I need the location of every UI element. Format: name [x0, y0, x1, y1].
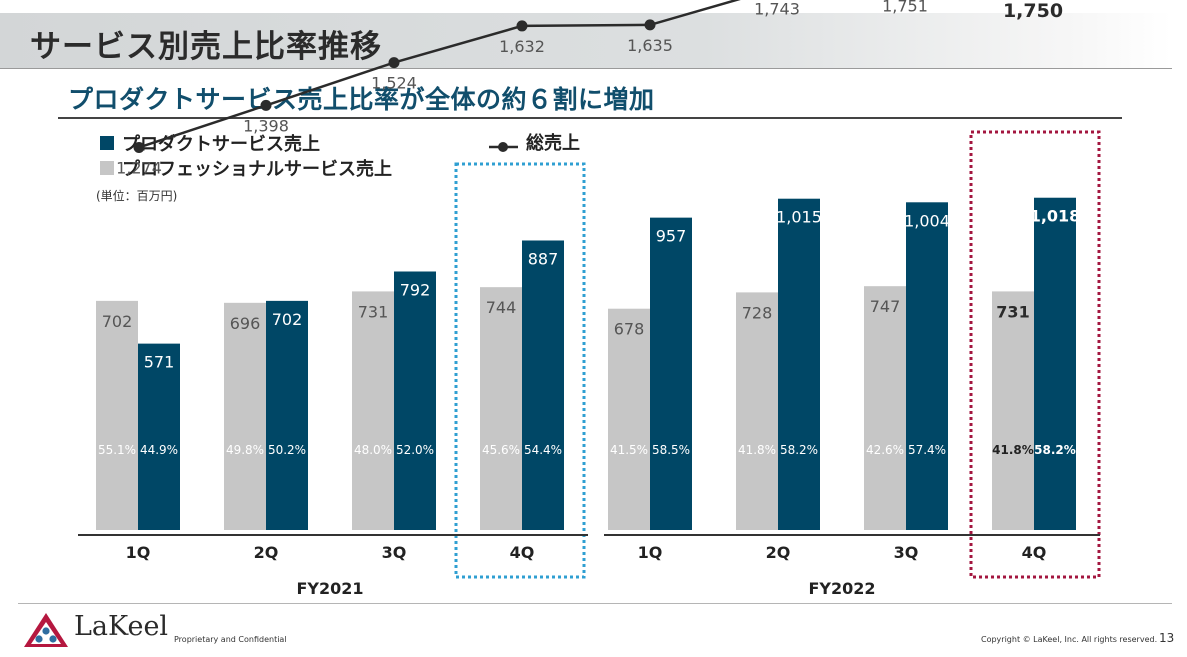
bar-value-professional: 731	[358, 302, 389, 321]
copyright-note: Copyright © LaKeel, Inc. All rights rese…	[981, 635, 1158, 644]
unit-label: (単位：百万円)	[96, 188, 177, 203]
fiscal-year-label: FY2022	[808, 579, 875, 598]
bar-professional	[480, 287, 522, 530]
bar-product	[650, 217, 692, 530]
share-label-product: 57.4%	[908, 443, 946, 457]
bar-value-product: 571	[144, 353, 175, 372]
x-tick-label: 2Q	[254, 543, 279, 562]
bar-product	[522, 240, 564, 530]
bar-value-professional: 696	[230, 314, 261, 333]
bar-value-product: 957	[656, 227, 687, 246]
share-label-professional: 42.6%	[866, 443, 904, 457]
total-point	[388, 57, 400, 69]
share-label-professional: 41.8%	[992, 443, 1034, 457]
legend-marker-total	[498, 142, 508, 152]
bar-value-product: 792	[400, 280, 431, 299]
share-label-product: 58.5%	[652, 443, 690, 457]
share-label-product: 58.2%	[1034, 443, 1076, 457]
total-line	[138, 0, 741, 149]
share-label-product: 54.4%	[524, 443, 562, 457]
bar-product	[394, 271, 436, 530]
total-value-label: 1,632	[499, 37, 545, 56]
legend-swatch-product	[100, 136, 114, 150]
bar-professional	[96, 300, 138, 530]
bar-professional	[736, 292, 778, 530]
title-bar: サービス別売上比率推移	[0, 13, 1172, 69]
total-value-label: 1,524	[371, 74, 417, 93]
footer-divider	[18, 603, 1172, 604]
total-value-label: 1,398	[243, 116, 289, 135]
bar-professional	[224, 302, 266, 530]
total-value-label: 1,635	[627, 36, 673, 55]
legend-label-professional: プロフェッショナルサービス売上	[122, 158, 392, 180]
share-label-professional: 45.6%	[482, 443, 520, 457]
bar-professional	[608, 308, 650, 530]
total-value-label: 1,750	[1003, 0, 1063, 22]
lakeel-logo-icon	[24, 613, 68, 647]
x-tick-label: 1Q	[126, 543, 151, 562]
legend-label-total: 総売上	[526, 132, 580, 154]
total-value-label: 1,743	[754, 0, 800, 18]
bar-product	[266, 300, 308, 530]
share-label-professional: 41.5%	[610, 443, 648, 457]
bar-value-product: 1,004	[904, 211, 950, 230]
x-tick-label: 1Q	[638, 543, 663, 562]
bar-value-product: 702	[272, 310, 303, 329]
total-value-label: 1,274	[116, 158, 162, 177]
total-point	[644, 19, 656, 31]
share-label-professional: 49.8%	[226, 443, 264, 457]
bar-value-product: 887	[528, 249, 559, 268]
x-tick-label: 2Q	[766, 543, 791, 562]
bar-value-professional: 747	[870, 297, 901, 316]
page-title: サービス別売上比率推移	[30, 29, 382, 65]
subtitle-divider	[58, 117, 1122, 119]
x-tick-label: 3Q	[382, 543, 407, 562]
bar-value-professional: 678	[614, 320, 645, 339]
bar-product	[1034, 197, 1076, 530]
plot-area: 702 571 55.1% 44.9% 696 702 49.8% 50.2% 731 792 48…	[78, 0, 1101, 598]
x-tick-label: 4Q	[1022, 543, 1047, 562]
total-value-label: 1,751	[882, 0, 928, 16]
bar-professional	[992, 291, 1034, 530]
total-point	[260, 99, 272, 111]
x-tick-label: 4Q	[510, 543, 535, 562]
share-label-professional: 48.0%	[354, 443, 392, 457]
bar-product	[138, 343, 180, 530]
bar-professional	[864, 286, 906, 530]
share-label-product: 52.0%	[396, 443, 434, 457]
page-number: 13	[1159, 631, 1175, 645]
bar-value-product: 1,015	[776, 208, 822, 227]
fiscal-year-label: FY2021	[296, 579, 363, 598]
share-label-product: 44.9%	[140, 443, 178, 457]
share-label-product: 58.2%	[780, 443, 818, 457]
bar-product	[778, 198, 820, 531]
bar-professional	[352, 291, 394, 530]
proprietary-note: Proprietary and Confidential	[174, 635, 287, 644]
legend-label-product: プロダクトサービス売上	[122, 133, 320, 155]
total-point	[516, 20, 528, 32]
share-label-professional: 41.8%	[738, 443, 776, 457]
bar-value-professional: 744	[486, 298, 517, 317]
bar-value-product: 1,018	[1030, 207, 1081, 226]
bar-product	[906, 202, 948, 530]
total-point	[133, 141, 145, 153]
logo-wordmark: LaKeel	[74, 611, 169, 642]
x-tick-label: 3Q	[894, 543, 919, 562]
highlight-box-fy2022-4q	[969, 130, 1101, 579]
bar-value-professional: 728	[742, 303, 773, 322]
share-label-product: 50.2%	[268, 443, 306, 457]
chart-legend: プロダクトサービス売上 プロフェッショナルサービス売上 総売上 (単位：百万円)	[96, 132, 580, 203]
slide-subtitle: プロダクトサービス売上比率が全体の約６割に増加	[68, 85, 655, 114]
bar-value-professional: 731	[996, 302, 1029, 321]
legend-swatch-professional	[100, 161, 114, 175]
share-label-professional: 55.1%	[98, 443, 136, 457]
bar-value-professional: 702	[102, 312, 133, 331]
